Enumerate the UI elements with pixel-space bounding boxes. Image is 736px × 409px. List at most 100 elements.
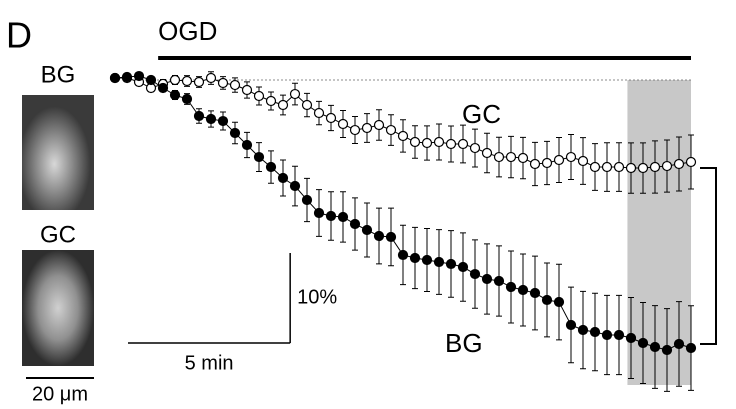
data-point (577, 324, 589, 336)
data-point (517, 284, 529, 296)
data-point (325, 112, 337, 124)
data-point (397, 130, 409, 142)
data-point (493, 275, 505, 287)
data-point (589, 326, 601, 338)
data-point (409, 136, 421, 148)
data-point (277, 99, 289, 111)
data-point (517, 152, 529, 164)
series-label: BG (445, 328, 483, 358)
data-point (457, 261, 469, 273)
data-point (205, 72, 217, 84)
data-point (313, 207, 325, 219)
data-point (421, 137, 433, 149)
data-point (625, 162, 637, 174)
data-point (529, 158, 541, 170)
data-point (469, 268, 481, 280)
data-point (553, 154, 565, 166)
data-point (337, 118, 349, 130)
micrograph (22, 95, 94, 210)
scale-label-x: 5 min (185, 352, 234, 374)
data-point (481, 147, 493, 159)
data-point (253, 151, 265, 163)
data-point (541, 294, 553, 306)
data-point (289, 88, 301, 100)
data-point (217, 115, 229, 127)
data-point (661, 160, 673, 172)
data-point (505, 151, 517, 163)
treatment-label: OGD (158, 16, 217, 46)
data-point (601, 329, 613, 341)
series-label: GC (462, 99, 501, 129)
bracket (700, 167, 717, 345)
data-point (181, 93, 193, 105)
data-point (109, 72, 121, 84)
data-point (277, 172, 289, 184)
data-point (325, 210, 337, 222)
data-point (445, 138, 457, 150)
data-point (217, 77, 229, 89)
data-point (637, 337, 649, 349)
data-point (361, 224, 373, 236)
data-point (589, 161, 601, 173)
data-point (349, 218, 361, 230)
data-point (289, 180, 301, 192)
data-point (253, 90, 265, 102)
data-point (193, 110, 205, 122)
data-point (385, 231, 397, 243)
data-point (685, 342, 697, 354)
data-point (445, 258, 457, 270)
data-point (397, 249, 409, 261)
data-point (193, 76, 205, 88)
data-point (157, 82, 169, 94)
data-point (505, 281, 517, 293)
data-point (565, 319, 577, 331)
shaded-region (627, 80, 691, 385)
data-point (373, 230, 385, 242)
data-point (229, 127, 241, 139)
data-point (529, 287, 541, 299)
data-point (349, 124, 361, 136)
data-point (133, 70, 145, 82)
data-point (301, 99, 313, 111)
data-point (433, 256, 445, 268)
data-point (181, 75, 193, 87)
data-point (493, 151, 505, 163)
data-point (361, 122, 373, 134)
data-point (313, 107, 325, 119)
data-point (205, 113, 217, 125)
data-point (685, 156, 697, 168)
data-point (229, 79, 241, 91)
data-point (385, 124, 397, 136)
data-point (265, 95, 277, 107)
data-point (601, 161, 613, 173)
data-point (241, 84, 253, 96)
image-label: GC (40, 221, 76, 248)
data-point (613, 161, 625, 173)
data-point (241, 139, 253, 151)
data-point (541, 157, 553, 169)
data-point (553, 296, 565, 308)
data-point (265, 161, 277, 173)
significance: * (717, 251, 736, 264)
image-label: BG (41, 61, 76, 88)
data-point (169, 74, 181, 86)
data-point (169, 89, 181, 101)
data-point (145, 74, 157, 86)
image-scale-label: 20 μm (32, 383, 88, 405)
micrograph (22, 250, 94, 366)
data-point (337, 211, 349, 223)
data-point (121, 71, 133, 83)
data-point (301, 194, 313, 206)
data-point (421, 254, 433, 266)
data-point (649, 341, 661, 353)
data-point (613, 329, 625, 341)
data-point (457, 138, 469, 150)
data-point (481, 273, 493, 285)
data-point (577, 155, 589, 167)
data-point (565, 151, 577, 163)
data-point (673, 338, 685, 350)
data-point (409, 252, 421, 264)
data-point (649, 161, 661, 173)
panel-label: D (6, 15, 32, 56)
